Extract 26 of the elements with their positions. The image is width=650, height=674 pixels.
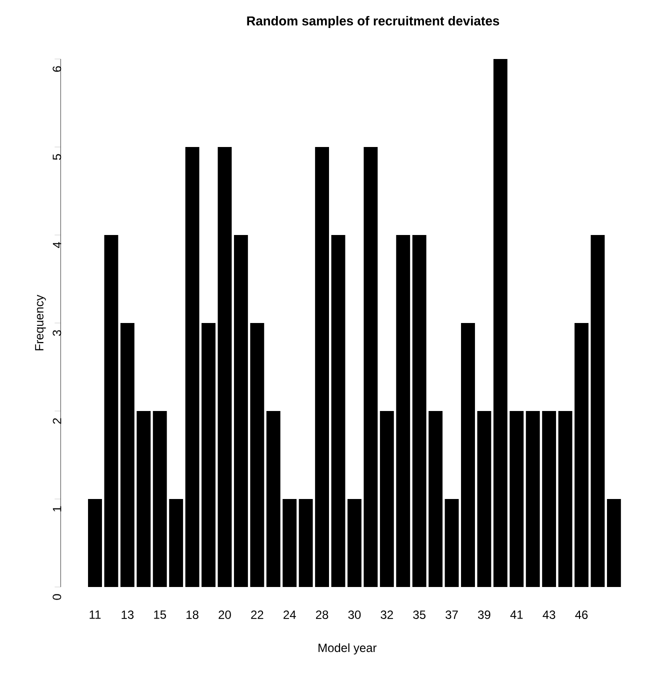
x-tick-label: 20 bbox=[218, 610, 231, 619]
y-tick-label: 6 bbox=[52, 66, 62, 72]
x-tick-label: 35 bbox=[413, 610, 426, 619]
y-tick-label: 3 bbox=[52, 330, 62, 336]
x-tick-label: 39 bbox=[478, 610, 490, 619]
x-tick-label: 13 bbox=[122, 610, 134, 619]
x-tick-label: 24 bbox=[284, 610, 296, 619]
x-tick-label: 11 bbox=[90, 610, 101, 619]
y-tick-label: 1 bbox=[52, 506, 62, 512]
x-tick-label: 37 bbox=[446, 610, 458, 619]
y-tick-label: 0 bbox=[52, 594, 62, 600]
x-tick-label: 30 bbox=[348, 610, 361, 619]
chart-title: Random samples of recruitment deviates bbox=[247, 16, 500, 28]
y-tick-label: 5 bbox=[52, 154, 62, 160]
x-tick-label: 15 bbox=[154, 610, 166, 619]
y-tick-label: 2 bbox=[52, 418, 62, 424]
x-tick-label: 18 bbox=[186, 610, 198, 619]
x-tick-label: 22 bbox=[251, 610, 264, 619]
x-tick-label: 32 bbox=[380, 610, 393, 619]
x-tick-label: 43 bbox=[542, 610, 556, 619]
x-axis-title: Model year bbox=[318, 643, 377, 654]
x-tick-label: 28 bbox=[316, 610, 328, 619]
x-tick-label: 46 bbox=[575, 610, 588, 619]
y-axis-title: Frequency bbox=[35, 294, 46, 350]
y-tick-label: 4 bbox=[52, 242, 62, 248]
x-tick-label: 41 bbox=[510, 610, 523, 619]
